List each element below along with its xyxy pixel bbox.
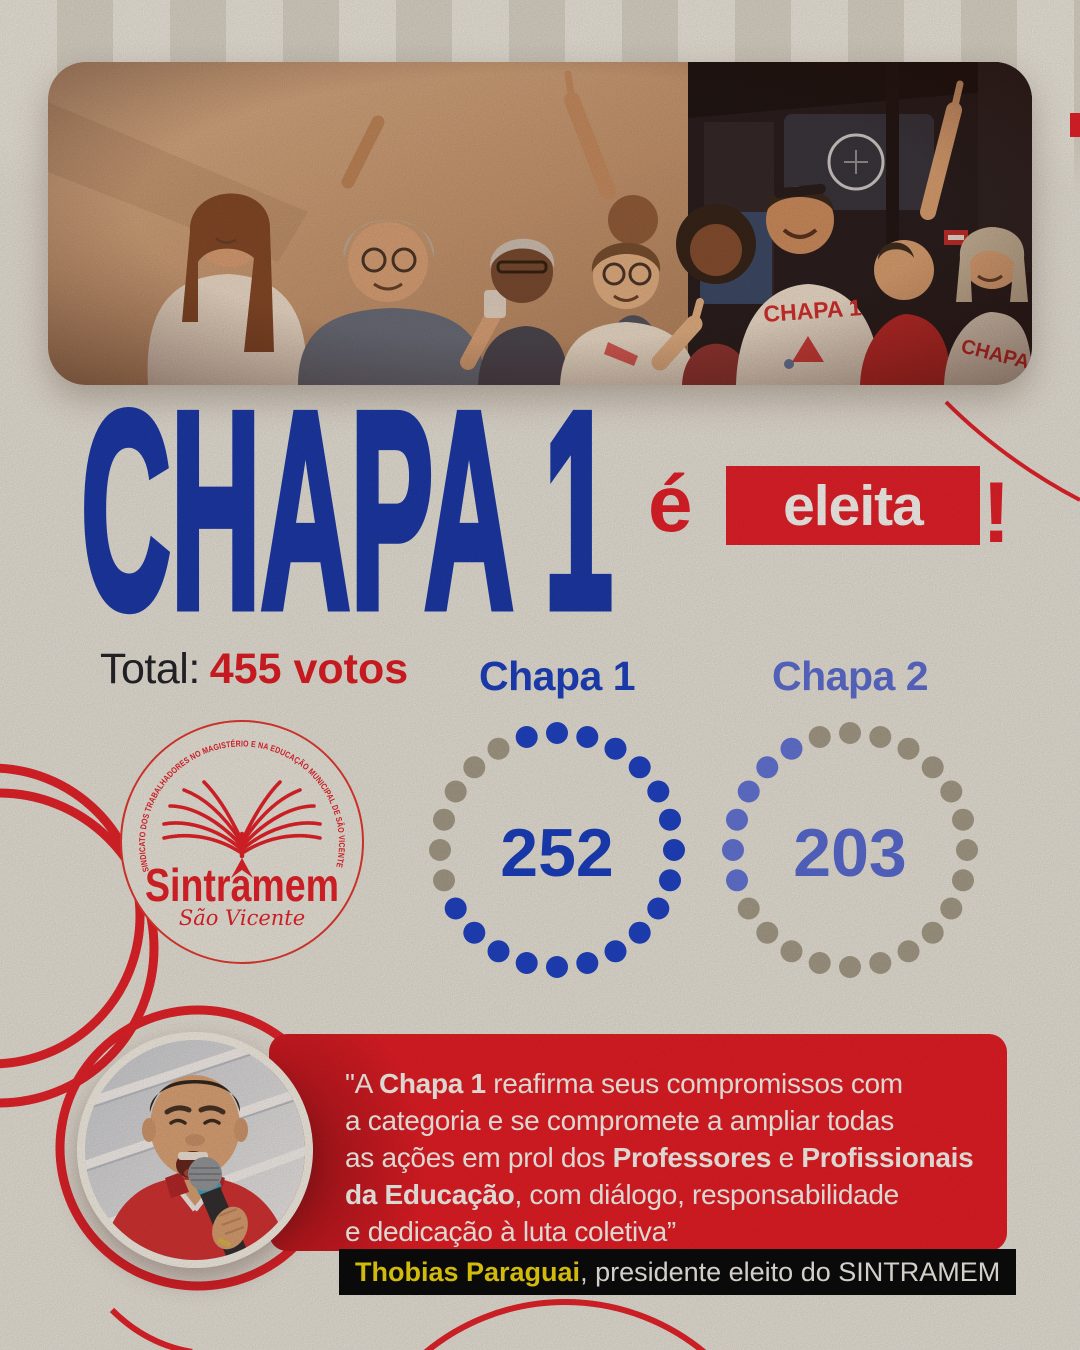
- quote-line: as ações em prol dos Professores e Profi…: [345, 1142, 974, 1173]
- logo-name: Sintramem: [145, 859, 339, 911]
- vote-dot: [604, 940, 627, 963]
- vote-dot: [444, 780, 467, 803]
- headline-text: CHAPA 1: [81, 355, 613, 667]
- vote-dot: [808, 726, 831, 748]
- vignette: [48, 62, 1032, 385]
- arc-bottom-center: [423, 1299, 707, 1350]
- quote-line: da Educação, com diálogo, responsabilida…: [345, 1179, 899, 1210]
- vote-dot: [952, 869, 974, 892]
- vote-dot: [726, 869, 748, 892]
- sintramem-logo: SINDICATO DOS TRABALHADORES NO MAGISTÉRI…: [118, 718, 366, 971]
- vote-dot: [647, 897, 670, 920]
- vote-dot: [433, 869, 455, 892]
- vote-dot: [869, 726, 892, 748]
- attribution-badge: Thobias Paraguai, presidente eleito do S…: [339, 1249, 1017, 1295]
- total-label: Total:: [100, 645, 200, 693]
- vote-dot: [429, 839, 451, 861]
- attribution-name: Thobias Paraguai: [355, 1256, 581, 1287]
- vote-dot: [444, 897, 467, 920]
- portrait-illustration: [85, 1040, 305, 1260]
- vote-dot: [515, 952, 538, 974]
- vote-dot: [604, 737, 627, 760]
- headline-verb: é: [648, 459, 693, 548]
- vote-dot: [659, 808, 681, 831]
- vote-dot: [921, 756, 944, 779]
- quote-panel: "A Chapa 1 reafirma seus compromissos co…: [269, 1034, 1007, 1251]
- quote-line: a categoria e se compromete a ampliar to…: [345, 1105, 894, 1136]
- vote-dot: [463, 921, 486, 944]
- vote-dot: [487, 940, 510, 963]
- chapa1-votes: 252: [500, 815, 613, 891]
- vote-dot: [737, 897, 760, 920]
- vote-dot: [952, 808, 974, 831]
- total-votes: Total: 455 votos: [100, 645, 408, 694]
- vote-dot: [722, 839, 744, 861]
- vote-dot: [808, 952, 831, 974]
- celebration-photo: CHAPA 1 CHAPA: [48, 62, 1032, 385]
- vote-dot: [628, 756, 651, 779]
- vote-dot: [546, 722, 568, 744]
- exclamation-mark: !: [982, 465, 1011, 561]
- vote-dot: [921, 921, 944, 944]
- vote-dot: [737, 780, 760, 803]
- vote-dot: [897, 940, 920, 963]
- vote-dot: [576, 726, 599, 748]
- vote-dot: [869, 952, 892, 974]
- chapa1-vote-circle: 252: [429, 722, 685, 978]
- chapa2-vote-circle: 203: [722, 722, 978, 978]
- logo-city: São Vicente: [179, 906, 305, 930]
- chapa2-votes: 203: [793, 815, 906, 891]
- vote-dot: [897, 737, 920, 760]
- vote-dot: [546, 956, 568, 978]
- elected-box: eleita: [726, 466, 980, 545]
- president-portrait: [77, 1032, 313, 1268]
- quote-line: "A Chapa 1 reafirma seus compromissos co…: [345, 1068, 903, 1099]
- vote-dot: [647, 780, 670, 803]
- vote-dot: [956, 839, 978, 861]
- portrait-warm-grade: [85, 1040, 305, 1260]
- attribution-role: , presidente eleito do SINTRAMEM: [580, 1256, 1001, 1287]
- vote-dot: [756, 756, 779, 779]
- arc-bottom-left: [109, 1307, 193, 1350]
- vote-dot: [576, 952, 599, 974]
- total-value: 455 votos: [209, 645, 409, 693]
- vote-dot: [433, 808, 455, 831]
- vote-dot: [940, 897, 963, 920]
- headline-chapa1: CHAPA 1: [77, 351, 618, 672]
- vote-dot: [839, 956, 861, 978]
- vote-dot: [940, 780, 963, 803]
- quote-line: e dedicação à luta coletiva”: [345, 1216, 676, 1247]
- vote-dot: [628, 921, 651, 944]
- chapa2-label: Chapa 2: [772, 653, 929, 699]
- quote-text: "A Chapa 1 reafirma seus compromissos co…: [345, 1065, 974, 1250]
- crowd-illustration: CHAPA 1 CHAPA: [48, 62, 1032, 385]
- vote-dot: [839, 722, 861, 744]
- vote-dot: [780, 737, 803, 760]
- vote-dot: [756, 921, 779, 944]
- vote-dot: [515, 726, 538, 748]
- chapa1-label: Chapa 1: [479, 653, 636, 699]
- vote-dot: [487, 737, 510, 760]
- vote-dot: [780, 940, 803, 963]
- vote-dot: [726, 808, 748, 831]
- red-edge-chip: [1070, 113, 1080, 137]
- vote-dot: [659, 869, 681, 892]
- sintramem-logo-svg: SINDICATO DOS TRABALHADORES NO MAGISTÉRI…: [120, 720, 364, 964]
- vote-dot: [663, 839, 685, 861]
- vote-dot: [463, 756, 486, 779]
